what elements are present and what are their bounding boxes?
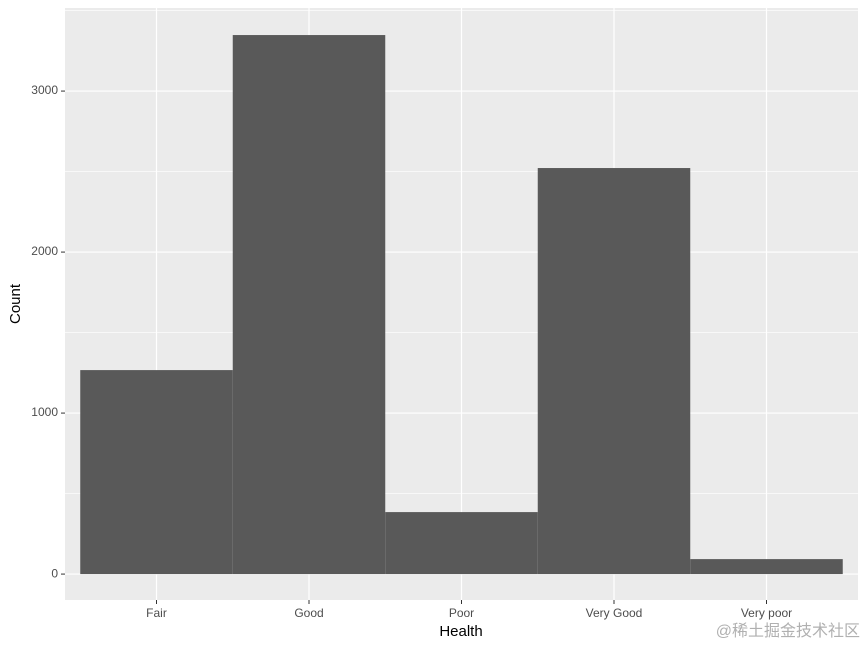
x-tick-label: Fair xyxy=(146,606,167,620)
x-axis-title: Health xyxy=(439,623,482,640)
bar xyxy=(537,168,691,575)
y-tick-label: 0 xyxy=(51,566,58,580)
x-tick-label: Good xyxy=(294,606,323,620)
bar xyxy=(385,512,538,575)
bar xyxy=(690,559,843,575)
y-tick-label: 1000 xyxy=(31,405,58,419)
y-tick-label: 2000 xyxy=(31,244,58,258)
y-axis-title: Count xyxy=(7,283,24,324)
bar xyxy=(232,35,386,575)
x-tick-label: Poor xyxy=(449,606,474,620)
bar xyxy=(80,370,233,575)
watermark: @稀土掘金技术社区 xyxy=(716,622,860,640)
x-tick-label: Very Good xyxy=(586,606,643,620)
y-tick-label: 3000 xyxy=(31,83,58,97)
x-tick-label: Very poor xyxy=(741,606,792,620)
